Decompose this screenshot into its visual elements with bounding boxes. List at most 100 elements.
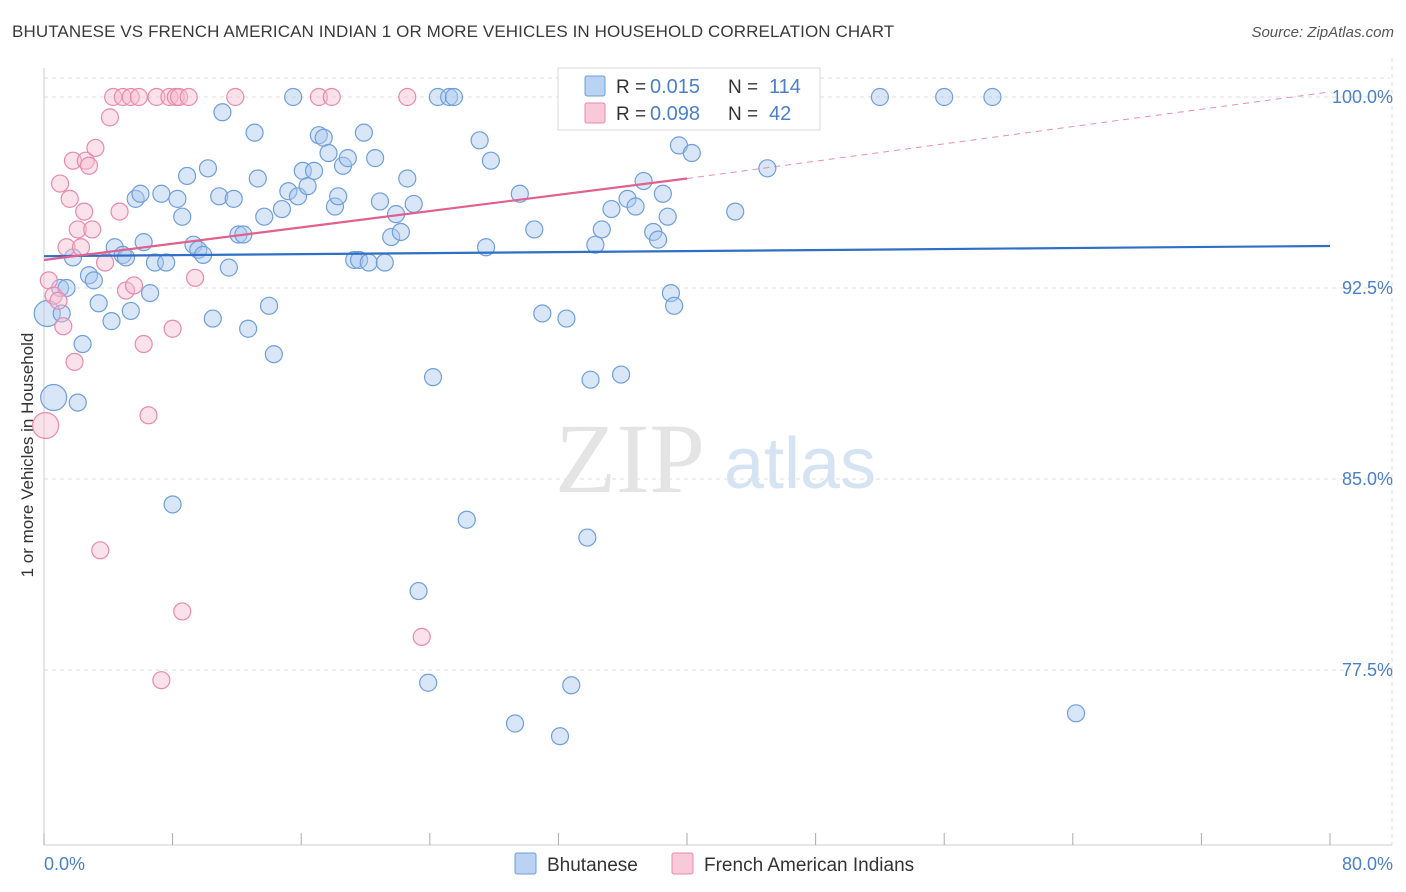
bhutanese-point [409,581,428,601]
french-american-indian-point [44,286,63,305]
french-american-indian-point [68,220,87,239]
bhutanese-point [391,222,410,242]
watermark-atlas: atlas [724,424,876,504]
french-american-indian-point [49,291,68,310]
bhutanese-point [404,194,423,214]
french-american-indian-point [110,202,129,221]
french-american-indian-trend-extension [686,91,1331,179]
french-american-indian-point [129,87,148,107]
bhutanese-point [219,258,238,277]
watermark-zip: ZIP [555,403,705,514]
bhutanese-point [510,184,529,203]
bhutanese-point [581,370,600,389]
french-american-indian-point [139,406,158,425]
bhutanese-point [758,159,777,178]
bhutanese-point [304,161,324,180]
stats-n-value: 42 [769,103,791,125]
bhutanese-point [264,345,283,364]
stats-legend: R = 0.015 N = 114 R = 0.098 N = 42 [557,67,821,131]
bhutanese-point [398,169,417,188]
french-american-indian-point [322,87,341,107]
bhutanese-point [177,166,197,186]
bhutanese-point [314,128,333,147]
bhutanese-point [40,383,68,412]
bhutanese-point [163,495,182,514]
bhutanese-point [89,294,108,313]
axes [43,68,1392,846]
bhutanese-point [298,177,317,196]
stats-swatch [584,75,606,97]
bhutanese-point [279,182,298,201]
bhutanese-point [140,283,160,303]
tick-labels: 100.0% 92.5% 85.0% 77.5% 0.0% 80.0% [44,87,1393,874]
bhutanese-point [533,304,552,323]
source-credit: Source: ZipAtlas.com [1251,24,1394,41]
bhutanese-point [665,296,684,315]
bhutanese-point [557,309,576,328]
french-american-indian-point [32,411,60,440]
bhutanese-point [481,151,500,170]
bhutanese-point [439,87,459,107]
french-american-indian-point [76,151,95,170]
stats-r-label: R = [616,77,646,98]
bhutanese-point [444,87,464,107]
stats-n-label: N = [728,104,758,125]
french-american-indian-point [50,174,70,193]
y-tick-label: 85.0% [1342,469,1393,489]
bhutanese-point [68,393,87,412]
french-american-indian-point [226,87,245,107]
french-american-indian-point [71,238,91,257]
bhutanese-point [338,149,357,168]
stats-r-label: R = [616,104,646,125]
french-american-indian-point [163,319,182,338]
french-american-indian-point [104,87,123,107]
trend-lines [43,91,1331,262]
series-legend: Bhutanese French American Indians [514,852,914,876]
watermark: ZIP atlas [555,403,876,514]
french-american-indian-point [160,87,179,107]
bhutanese-point [325,197,345,216]
bhutanese-point [121,301,140,321]
bhutanese-point [611,365,631,384]
bhutanese-point [457,510,476,529]
bhutanese-point [203,309,222,328]
gridlines [44,58,1395,845]
bhutanese-point [935,87,954,107]
bhutanese-point [578,528,597,547]
french-american-indian-point [95,253,115,272]
x-tick-label: 0.0% [44,854,85,874]
french-american-indian-point [91,541,110,560]
bhutanese-point [213,103,232,122]
bhutanese-point [419,673,438,692]
french-american-indian-point [173,602,192,621]
bhutanese-point [586,235,605,254]
chart-title: BHUTANESE VS FRENCH AMERICAN INDIAN 1 OR… [12,22,895,41]
french-american-indian-point [54,317,73,336]
bhutanese-point [248,169,267,188]
bhutanese-point [726,202,745,221]
bhutanese-point [983,87,1002,107]
bhutanese-point [259,296,279,315]
bhutanese-point [224,189,243,208]
bhutanese-point [602,199,621,219]
bhutanese-point [382,227,401,247]
bhutanese-point [84,271,103,290]
bhutanese-point [79,266,99,285]
bhutanese-point [366,149,385,168]
stats-r-value: 0.015 [650,76,700,98]
bhutanese-point [648,230,668,249]
legend-label: Bhutanese [547,855,638,876]
french-american-indian-point [39,271,58,290]
bhutanese-point [102,312,121,331]
bhutanese-point [375,253,394,272]
french-american-indian-trend-line [43,177,688,262]
bhutanese-point [126,189,145,208]
stats-r-value: 0.098 [650,103,700,125]
bhutanese-point [505,714,525,733]
legend-swatch [671,852,694,875]
bhutanese-point [309,126,328,145]
french-american-indian-point [412,627,431,646]
bhutanese-point [329,187,348,206]
bhutanese-point [476,238,496,257]
french-american-indian-point [60,189,79,208]
